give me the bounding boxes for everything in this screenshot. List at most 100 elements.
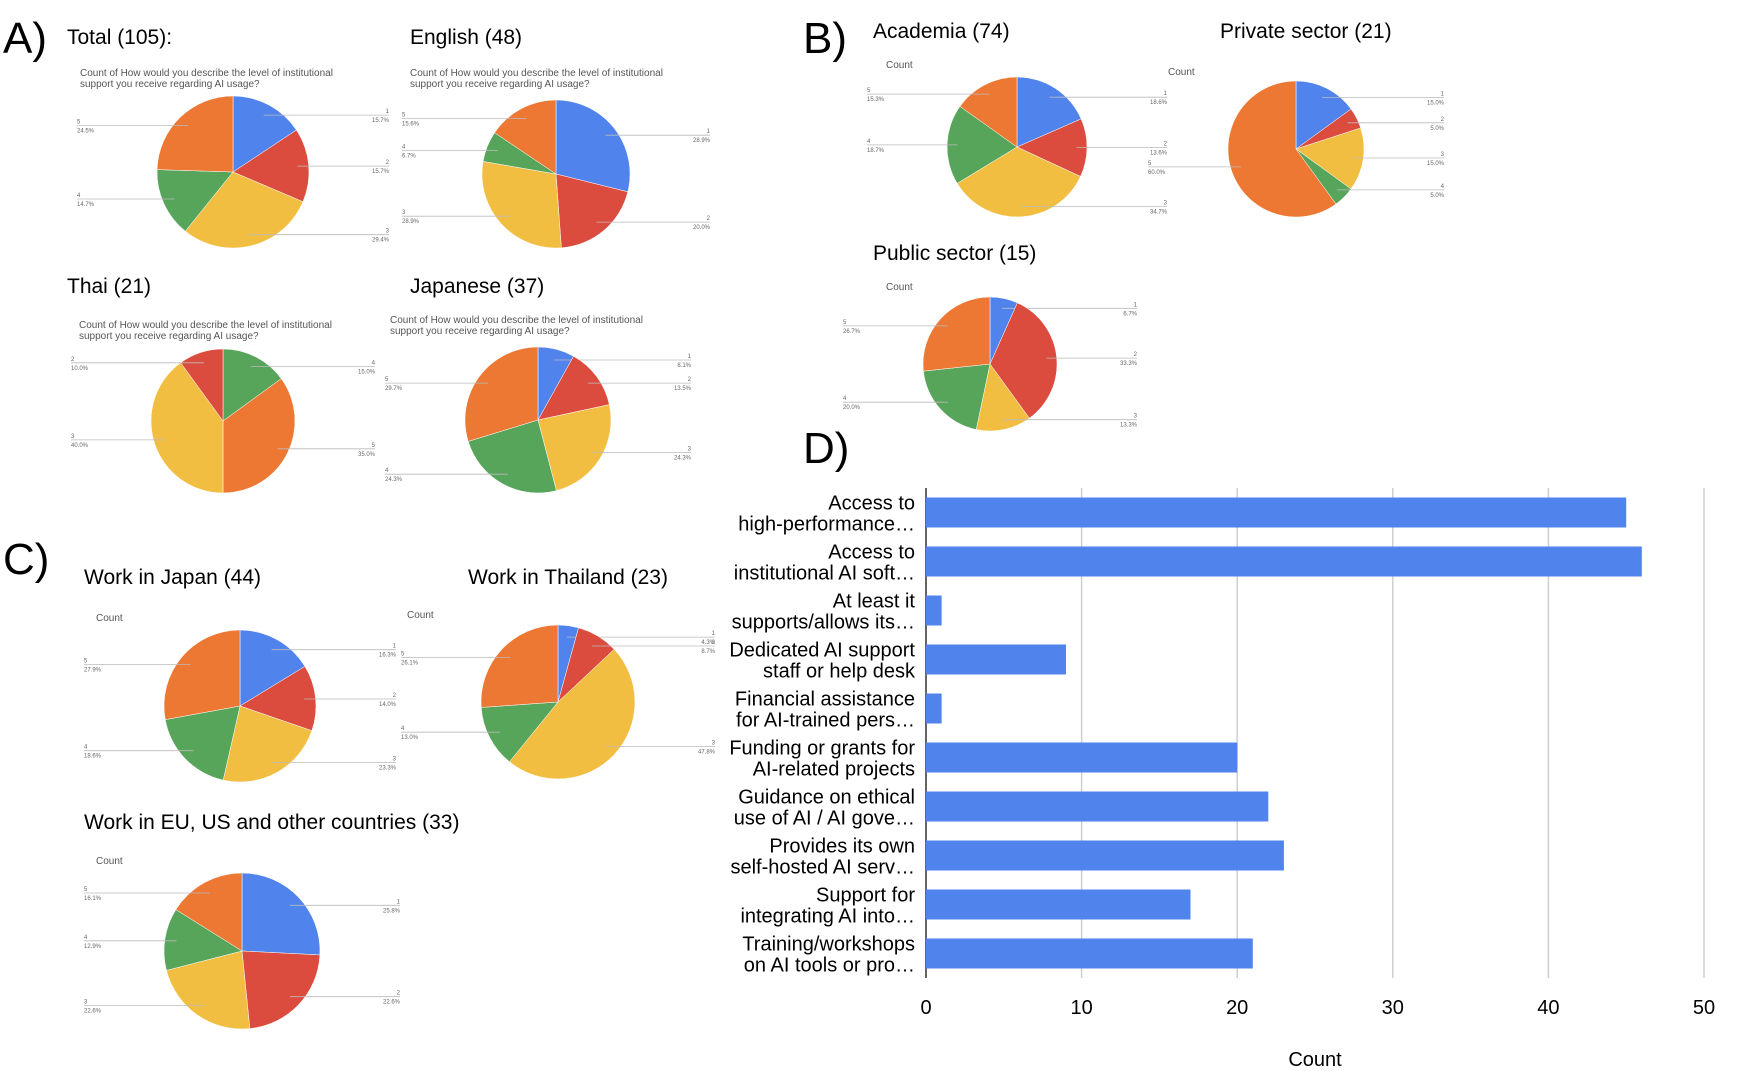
y-category-label: self-hosted AI serv… — [730, 857, 915, 879]
y-category-label: Provides its own — [769, 836, 915, 858]
pie-slice-percent: 13.5% — [674, 386, 692, 392]
pie-slice-percent: 4.3% — [701, 640, 715, 646]
pie-slice-percent: 28.9% — [693, 138, 711, 144]
pie-slice-5 — [464, 346, 539, 442]
pie-slice-percent: 24.3% — [385, 477, 403, 483]
pie-slice-2 — [555, 173, 629, 249]
bar — [926, 889, 1191, 920]
x-tick-label: 10 — [1070, 997, 1092, 1019]
pie-slice-label: 2 — [386, 160, 390, 166]
pie-chart-9: Work in Thailand (23) Count 1 4.3%2 8.7% 3 47.… — [401, 566, 716, 780]
x-tick-label: 30 — [1382, 997, 1404, 1019]
pie-slice-label: 1 — [1164, 91, 1168, 97]
pie-slice-1 — [239, 629, 306, 707]
pie-subtitle: Count — [1168, 67, 1195, 78]
pie-slice-percent: 12.9% — [84, 944, 102, 950]
pie-slice-label: 5 — [402, 113, 406, 119]
y-category-label: Support for — [816, 885, 915, 907]
pie-chart-2: English (48) Count of How would you descr… — [402, 26, 711, 249]
pie-slice-1 — [1295, 80, 1352, 150]
pie-slice-label: 4 — [84, 935, 88, 941]
pie-slice-label: 5 — [867, 88, 871, 94]
pie-slice-label: 4 — [402, 145, 406, 151]
pie-slice-percent: 20.0% — [843, 405, 861, 411]
pie-slice-percent: 27.9% — [84, 668, 102, 674]
panel-label-d: D) — [803, 424, 849, 473]
pie-slice-3 — [150, 362, 224, 494]
pie-slice-percent: 14.7% — [77, 202, 95, 208]
pie-slice-percent: 15.0% — [358, 370, 376, 376]
pie-slice-label: 2 — [1134, 352, 1138, 358]
pie-title: Public sector (15) — [873, 242, 1036, 265]
pie-slice-5 — [922, 296, 991, 372]
pie-slice-5 — [175, 872, 243, 952]
pie-slice-5 — [222, 378, 296, 494]
pie-slice-percent: 15.6% — [402, 122, 420, 128]
pie-slice-3 — [537, 404, 612, 491]
pie-title: Japanese (37) — [410, 275, 544, 298]
pie-slice-label: 4 — [401, 726, 405, 732]
pie-slice-5 — [480, 624, 559, 708]
pie-slice-percent: 60.0% — [1148, 170, 1166, 176]
x-tick-label: 40 — [1537, 997, 1559, 1019]
pie-slice-label: 4 — [867, 139, 871, 145]
pie-chart-6: Private sector (21)Count115.0%25.0%315.0… — [1148, 20, 1445, 218]
pie-slice-2 — [239, 666, 317, 732]
y-category-label: Training/workshops — [742, 934, 915, 956]
pie-slice-1 — [555, 99, 631, 193]
pie-subtitle: support you receive regarding AI usage? — [410, 79, 590, 90]
pie-subtitle: Count — [886, 282, 913, 293]
pie-slice-percent: 8.1% — [677, 363, 691, 369]
pie-slice-label: 3 — [688, 447, 692, 453]
bar — [926, 546, 1642, 577]
pie-slice-percent: 18.6% — [1150, 100, 1168, 106]
pie-slice-percent: 24.5% — [77, 129, 95, 135]
pie-slice-2 — [989, 302, 1058, 419]
pie-subtitle: Count of How would you describe the leve… — [410, 68, 663, 79]
pie-slice-label: 4 — [84, 745, 88, 751]
pie-slice-label: 3 — [1441, 152, 1445, 158]
pie-slice-label: 5 — [77, 120, 81, 126]
pie-slice-3 — [1295, 127, 1365, 190]
pie-slice-2 — [537, 355, 610, 421]
x-axis-title: Count — [1288, 1049, 1342, 1071]
pie-slice-4 — [946, 106, 1018, 184]
pie-subtitle: Count of How would you describe the leve… — [79, 320, 332, 331]
bar — [926, 791, 1269, 822]
pie-slice-label: 2 — [707, 216, 711, 222]
pie-slice-percent: 22.6% — [84, 1008, 102, 1014]
pie-title: Work in Japan (44) — [84, 566, 261, 589]
y-category-label: Access to — [828, 542, 915, 564]
y-category-label: on AI tools or pro… — [744, 955, 915, 977]
pie-subtitle: Count — [96, 856, 123, 867]
pie-slice-4 — [156, 169, 234, 232]
pie-slice-percent: 5.0% — [1430, 193, 1444, 199]
pie-title: Total (105): — [67, 26, 172, 49]
pie-slice-percent: 6.7% — [402, 154, 416, 160]
pie-slice-4 — [923, 363, 991, 430]
pie-slice-label: 2 — [1164, 142, 1168, 148]
panel-label-b: B) — [803, 14, 847, 63]
pie-slice-4 — [467, 419, 557, 494]
y-category-label: institutional AI soft… — [734, 563, 915, 585]
y-category-label: staff or help desk — [763, 661, 916, 683]
pie-slice-percent: 15.0% — [1427, 161, 1445, 167]
pie-slice-percent: 22.6% — [383, 1000, 401, 1006]
bar — [926, 938, 1253, 969]
y-category-label: for AI-trained pers… — [736, 710, 915, 732]
pie-subtitle: support you receive regarding AI usage? — [79, 331, 259, 342]
pie-slice-label: 2 — [688, 377, 692, 383]
y-category-label: At least it — [833, 591, 916, 613]
pie-slice-percent: 13.3% — [1120, 423, 1138, 429]
pie-slice-percent: 14.0% — [379, 702, 397, 708]
pie-slice-percent: 13.6% — [1150, 151, 1168, 157]
pie-chart-5: Academia (74) Count 1 18.6% 2 13.6% 3 34.7% 4 18.… — [867, 20, 1168, 218]
pie-subtitle: support you receive regarding AI usage? — [80, 79, 260, 90]
pie-slice-1 — [1016, 76, 1082, 148]
pie-slice-label: 1 — [397, 899, 401, 905]
pie-slice-label: 4 — [372, 361, 376, 367]
pie-slice-4 — [163, 909, 243, 971]
pie-slice-percent: 6.7% — [1123, 311, 1137, 317]
